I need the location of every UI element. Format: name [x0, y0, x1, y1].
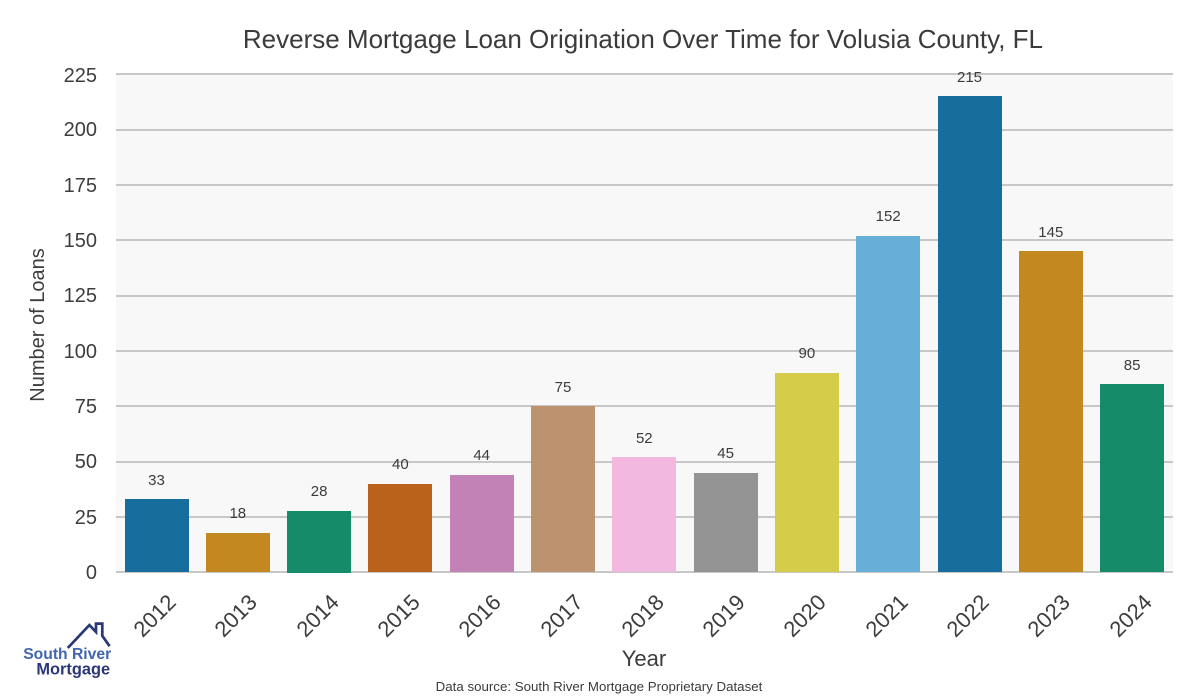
svg-text:South River: South River	[23, 646, 111, 663]
svg-text:Mortgage: Mortgage	[36, 660, 110, 678]
